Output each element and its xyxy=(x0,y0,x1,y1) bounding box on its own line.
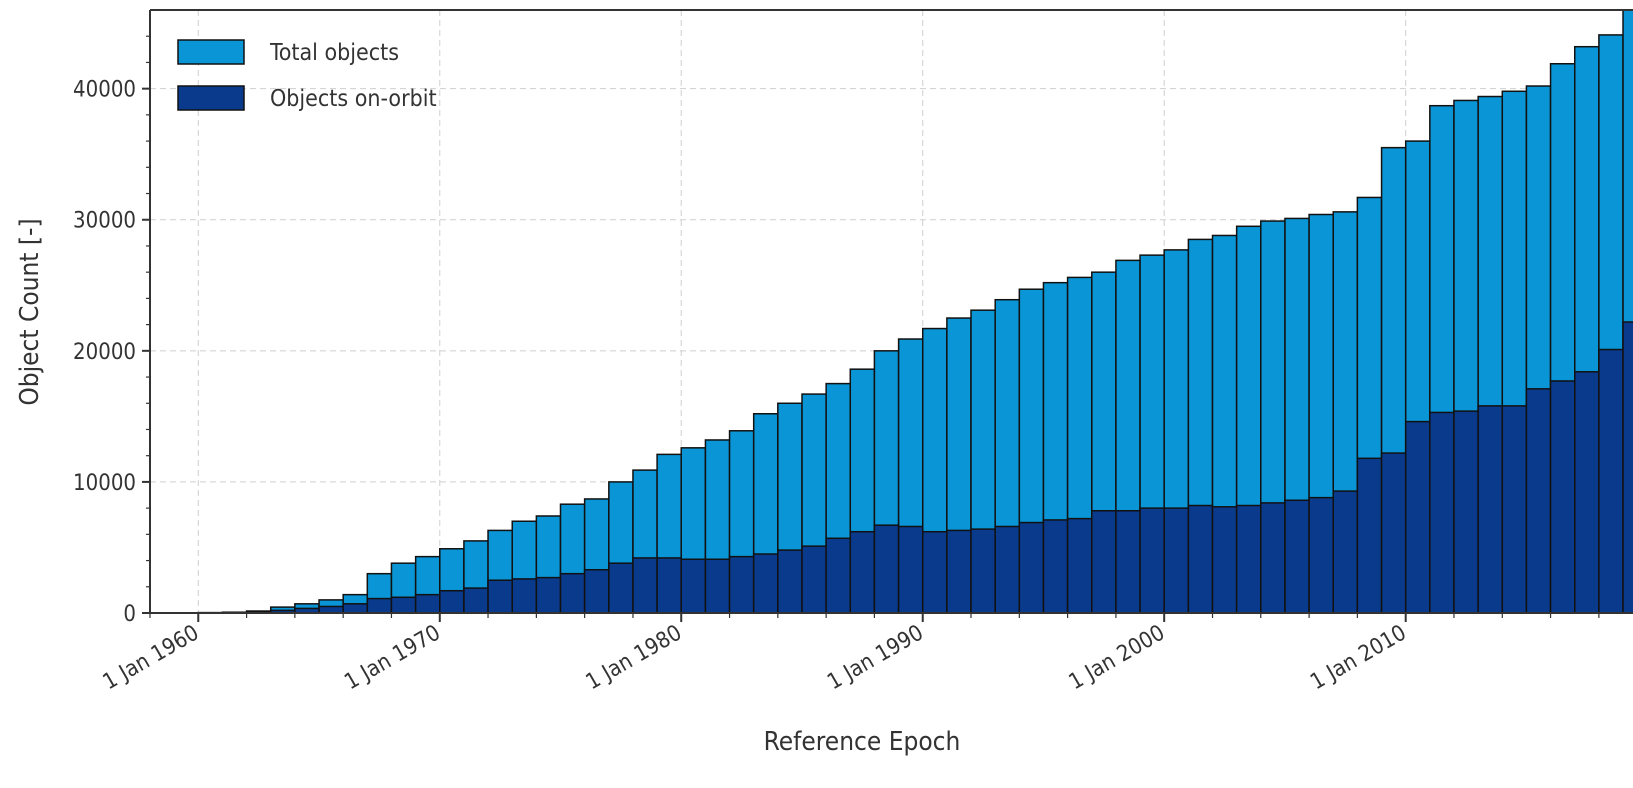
y-axis-label: Object Count [-] xyxy=(15,218,45,405)
objects-on-orbit-bar-2018 xyxy=(1599,350,1623,613)
objects-on-orbit-bar-1993 xyxy=(995,526,1019,613)
x-tick-label-2: 1 Jan 1980 xyxy=(582,621,686,696)
objects-on-orbit-bar-1992 xyxy=(971,529,995,613)
objects-on-orbit-bar-1969 xyxy=(416,595,440,613)
objects-on-orbit-bar-1981 xyxy=(705,559,729,613)
objects-on-orbit-bar-2006 xyxy=(1309,498,1333,613)
objects-on-orbit-bar-1983 xyxy=(754,554,778,613)
objects-on-orbit-bar-1977 xyxy=(609,563,633,613)
objects-on-orbit-bar-2011 xyxy=(1430,412,1454,613)
objects-on-orbit-bar-2008 xyxy=(1357,458,1381,613)
objects-on-orbit-bar-1974 xyxy=(536,578,560,613)
objects-on-orbit-bar-1997 xyxy=(1092,511,1116,613)
x-axis-label: Reference Epoch xyxy=(764,727,961,757)
objects-on-orbit-bar-1984 xyxy=(778,550,802,613)
objects-on-orbit-bar-2002 xyxy=(1213,507,1237,613)
objects-on-orbit-bar-1972 xyxy=(488,580,512,613)
objects-on-orbit-bar-2000 xyxy=(1164,508,1188,613)
objects-on-orbit-bar-2019 xyxy=(1623,322,1633,613)
x-tick-label-1: 1 Jan 1970 xyxy=(340,621,444,696)
objects-on-orbit-bar-1982 xyxy=(730,557,754,613)
objects-on-orbit-bar-1989 xyxy=(899,526,923,613)
x-tick-label-3: 1 Jan 1990 xyxy=(823,621,927,696)
objects-on-orbit-bar-1966 xyxy=(343,604,367,613)
objects-on-orbit-bar-1980 xyxy=(681,559,705,613)
objects-on-orbit-bar-2015 xyxy=(1526,389,1550,613)
objects-on-orbit-bar-1986 xyxy=(826,538,850,613)
objects-on-orbit-bar-2004 xyxy=(1261,503,1285,613)
objects-on-orbit-bar-1973 xyxy=(512,579,536,613)
objects-on-orbit-bar-2014 xyxy=(1502,406,1526,613)
x-tick-label-4: 1 Jan 2000 xyxy=(1065,621,1169,696)
objects-on-orbit-bar-2003 xyxy=(1237,506,1261,613)
objects-on-orbit-bar-1991 xyxy=(947,530,971,613)
objects-on-orbit-bar-1998 xyxy=(1116,511,1140,613)
objects-on-orbit-bar-2010 xyxy=(1406,422,1430,613)
legend-swatch-objects-on-orbit xyxy=(178,86,244,110)
objects-on-orbit-bar-2013 xyxy=(1478,406,1502,613)
y-tick-label-4: 40000 xyxy=(73,78,136,103)
objects-on-orbit-bar-1988 xyxy=(874,525,898,613)
objects-on-orbit-bar-1994 xyxy=(1019,523,1043,613)
objects-on-orbit-bar-1995 xyxy=(1043,520,1067,613)
objects-on-orbit-bar-2001 xyxy=(1188,506,1212,613)
objects-on-orbit-bar-1976 xyxy=(585,570,609,613)
y-tick-label-3: 30000 xyxy=(73,209,136,234)
objects-on-orbit-bar-1990 xyxy=(923,532,947,613)
x-tick-label-0: 1 Jan 1960 xyxy=(99,621,203,696)
objects-on-orbit-bar-1996 xyxy=(1068,519,1092,613)
objects-on-orbit-bar-1999 xyxy=(1140,508,1164,613)
objects-on-orbit-bar-1985 xyxy=(802,546,826,613)
objects-on-orbit-bar-2005 xyxy=(1285,500,1309,613)
legend: Total objects Objects on-orbit xyxy=(178,40,437,112)
objects-on-orbit-bar-1967 xyxy=(367,599,391,613)
y-tick-label-0: 0 xyxy=(123,602,136,627)
x-tick-label-5: 1 Jan 2010 xyxy=(1306,621,1410,696)
objects-on-orbit-bar-1975 xyxy=(561,574,585,613)
objects-on-orbit-bar-1971 xyxy=(464,588,488,613)
legend-swatch-total-objects xyxy=(178,40,244,64)
objects-on-orbit-bar-2012 xyxy=(1454,411,1478,613)
legend-label-objects-on-orbit: Objects on-orbit xyxy=(270,86,437,112)
objects-on-orbit-bar-1968 xyxy=(391,597,415,613)
legend-label-total-objects: Total objects xyxy=(269,40,399,66)
objects-on-orbit-bar-2009 xyxy=(1382,453,1406,613)
objects-on-orbit-bar-1970 xyxy=(440,591,464,613)
objects-on-orbit-bar-1987 xyxy=(850,532,874,613)
objects-on-orbit-bar-2007 xyxy=(1333,491,1357,613)
objects-on-orbit-bar-1978 xyxy=(633,558,657,613)
objects-on-orbit-bar-1979 xyxy=(657,558,681,613)
y-tick-label-1: 10000 xyxy=(73,471,136,496)
y-tick-label-2: 20000 xyxy=(73,340,136,365)
objects-on-orbit-bar-2016 xyxy=(1551,381,1575,613)
objects-on-orbit-bar-2017 xyxy=(1575,372,1599,613)
